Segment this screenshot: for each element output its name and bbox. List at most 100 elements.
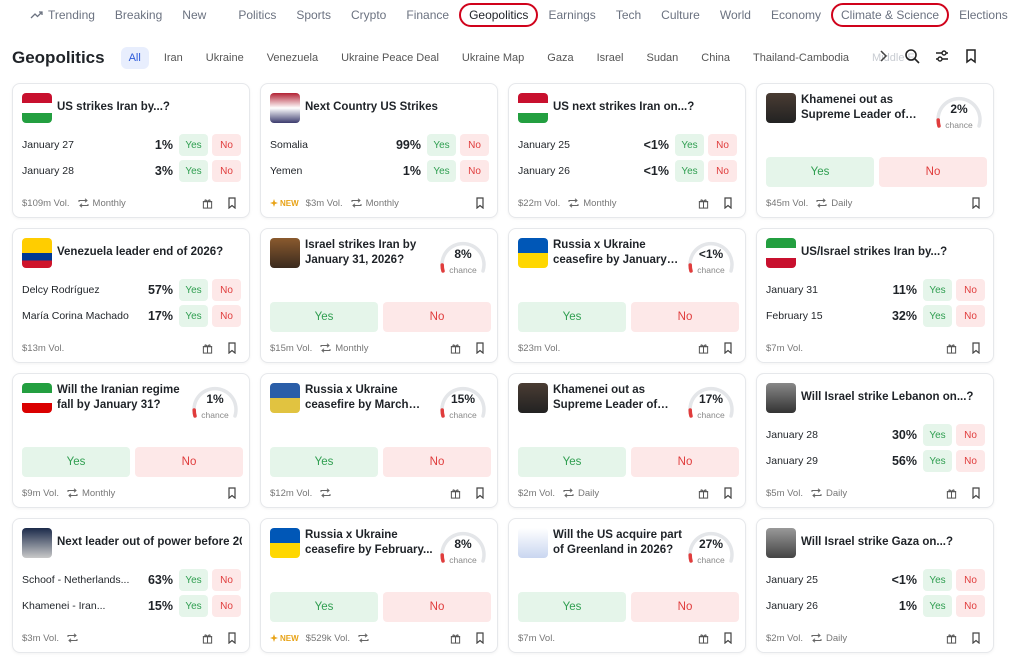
filter-tab[interactable]: Iran <box>163 52 183 64</box>
yes-button[interactable]: Yes <box>923 279 952 301</box>
yes-button[interactable]: Yes <box>179 134 208 156</box>
gift-icon[interactable] <box>946 488 957 499</box>
nav-item[interactable]: Elections <box>949 3 1018 27</box>
search-icon[interactable] <box>904 48 920 64</box>
filter-tab[interactable]: Israel <box>596 52 624 64</box>
market-title[interactable]: Khamenei out as Supreme Leader of Iran..… <box>553 384 658 411</box>
no-button[interactable]: No <box>956 279 985 301</box>
nav-item[interactable]: Finance <box>396 3 459 27</box>
yes-button[interactable]: Yes <box>179 595 208 617</box>
market-card[interactable]: Israel strikes Iran by January 31, 2026?… <box>260 228 498 363</box>
no-button[interactable]: No <box>383 302 491 332</box>
yes-button[interactable]: Yes <box>22 447 130 477</box>
filter-tab[interactable]: Gaza <box>547 52 574 64</box>
filter-tab[interactable]: Ukraine Peace Deal <box>341 52 439 64</box>
gift-icon[interactable] <box>698 198 709 209</box>
market-title[interactable]: Russia x Ukraine ceasefire by February..… <box>305 529 433 556</box>
no-button[interactable]: No <box>631 302 739 332</box>
yes-button[interactable]: Yes <box>675 134 704 156</box>
bookmark-button[interactable] <box>227 342 237 354</box>
yes-button[interactable]: Yes <box>179 160 208 182</box>
no-button[interactable]: No <box>708 134 737 156</box>
market-title[interactable]: Will Israel strike Lebanon on...? <box>801 391 974 403</box>
gift-icon[interactable] <box>946 343 957 354</box>
nav-item[interactable]: World <box>710 3 761 27</box>
no-button[interactable]: No <box>631 592 739 622</box>
gift-icon[interactable] <box>202 633 213 644</box>
nav-item[interactable]: Geopolitics <box>459 3 539 27</box>
market-title[interactable]: US/Israel strikes Iran by...? <box>801 246 948 258</box>
market-title[interactable]: Will Israel strike Gaza on...? <box>801 536 954 548</box>
no-button[interactable]: No <box>956 305 985 327</box>
market-title[interactable]: Israel strikes Iran by January 31, 2026? <box>305 239 417 266</box>
gift-icon[interactable] <box>450 343 461 354</box>
gift-icon[interactable] <box>202 198 213 209</box>
filter-tab[interactable]: Sudan <box>646 52 679 64</box>
bookmark-button[interactable] <box>723 342 733 354</box>
market-title[interactable]: Will the Iranian regime fall by January … <box>57 384 180 411</box>
nav-item[interactable]: Economy <box>761 3 831 27</box>
no-button[interactable]: No <box>879 157 987 187</box>
market-card[interactable]: Russia x Ukraine ceasefire by January 31… <box>508 228 746 363</box>
filter-tab[interactable]: Ukraine <box>205 52 244 64</box>
filter-tab[interactable]: Ukraine Map <box>461 52 525 64</box>
nav-item[interactable]: Sports <box>286 3 341 27</box>
bookmark-button[interactable] <box>475 487 485 499</box>
nav-item[interactable]: Trending <box>20 3 105 27</box>
no-button[interactable]: No <box>460 160 489 182</box>
market-card[interactable]: Venezuela leader end of 2026? Delcy Rodrí… <box>12 228 250 363</box>
market-card[interactable]: US next strikes Iran on...? January 25 <1%… <box>508 83 746 218</box>
gift-icon[interactable] <box>450 488 461 499</box>
filter-tab[interactable]: All <box>120 47 149 69</box>
market-card[interactable]: Will Israel strike Gaza on...? January 25… <box>756 518 994 653</box>
filter-tab[interactable]: Middle E <box>872 52 915 64</box>
market-card[interactable]: US strikes Iran by...? January 27 1% Yes No J… <box>12 83 250 218</box>
nav-item[interactable]: Crypto <box>341 3 396 27</box>
gift-icon[interactable] <box>202 343 213 354</box>
gift-icon[interactable] <box>698 633 709 644</box>
filter-icon[interactable] <box>934 48 950 64</box>
market-title[interactable]: Next Country US Strikes <box>305 101 438 113</box>
market-title[interactable]: Venezuela leader end of 2026? <box>57 246 224 258</box>
nav-item[interactable]: Breaking <box>105 3 172 27</box>
no-button[interactable]: No <box>383 447 491 477</box>
nav-item[interactable]: Culture <box>651 3 710 27</box>
market-title[interactable]: Khamenei out as Supreme Leader of Iran..… <box>801 94 906 121</box>
bookmark-button[interactable] <box>971 632 981 644</box>
market-title[interactable]: Russia x Ukraine ceasefire by March 31,.… <box>305 384 409 411</box>
bookmark-button[interactable] <box>227 487 237 499</box>
yes-button[interactable]: Yes <box>427 160 456 182</box>
market-card[interactable]: Next leader out of power before 2027? Sch… <box>12 518 250 653</box>
yes-button[interactable]: Yes <box>923 424 952 446</box>
nav-item[interactable]: Me <box>1018 3 1024 27</box>
yes-button[interactable]: Yes <box>518 592 626 622</box>
nav-item[interactable]: Earnings <box>538 3 605 27</box>
no-button[interactable]: No <box>135 447 243 477</box>
bookmark-icon[interactable] <box>964 48 978 64</box>
bookmark-button[interactable] <box>227 197 237 209</box>
no-button[interactable]: No <box>956 595 985 617</box>
bookmark-button[interactable] <box>971 342 981 354</box>
gift-icon[interactable] <box>946 633 957 644</box>
nav-item[interactable]: Politics <box>228 3 286 27</box>
no-button[interactable]: No <box>956 424 985 446</box>
yes-button[interactable]: Yes <box>518 302 626 332</box>
no-button[interactable]: No <box>212 569 241 591</box>
bookmark-button[interactable] <box>475 197 485 209</box>
bookmark-button[interactable] <box>723 197 733 209</box>
market-title[interactable]: Next leader out of power before 2027? <box>57 536 242 548</box>
no-button[interactable]: No <box>212 160 241 182</box>
gift-icon[interactable] <box>698 488 709 499</box>
yes-button[interactable]: Yes <box>923 305 952 327</box>
bookmark-button[interactable] <box>971 197 981 209</box>
no-button[interactable]: No <box>708 160 737 182</box>
gift-icon[interactable] <box>450 633 461 644</box>
nav-item[interactable]: Climate & Science <box>831 3 950 27</box>
yes-button[interactable]: Yes <box>675 160 704 182</box>
no-button[interactable]: No <box>956 450 985 472</box>
no-button[interactable]: No <box>383 592 491 622</box>
yes-button[interactable]: Yes <box>766 157 874 187</box>
gift-icon[interactable] <box>698 343 709 354</box>
yes-button[interactable]: Yes <box>427 134 456 156</box>
no-button[interactable]: No <box>212 595 241 617</box>
